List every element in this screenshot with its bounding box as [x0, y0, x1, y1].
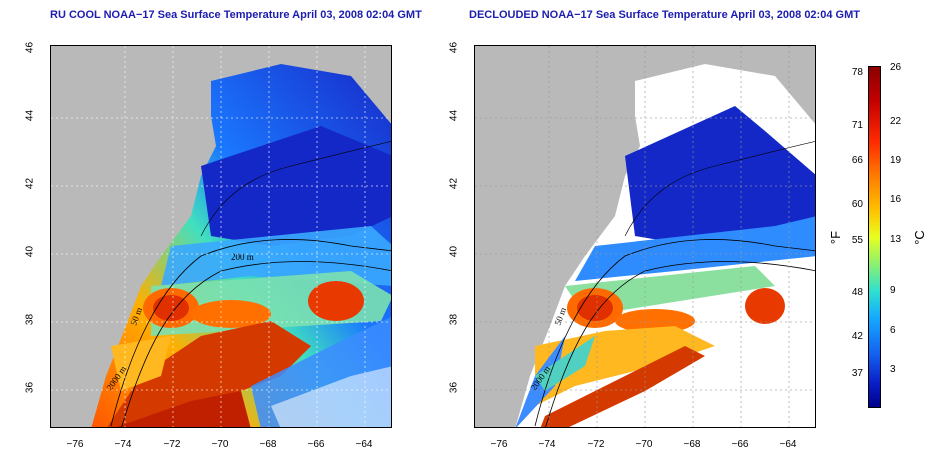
colorbar-f-tick: 60: [851, 199, 863, 210]
y-tick: 46: [24, 41, 36, 54]
colorbar-c-tick: 16: [890, 194, 902, 205]
right-sst-map: 2000 m 50 m: [474, 45, 816, 428]
x-tick: −72: [587, 439, 605, 450]
colorbar-c-tick: 9: [890, 285, 896, 296]
colorbar-c-tick: 6: [890, 325, 896, 336]
y-tick: 40: [448, 245, 460, 258]
colorbar-c-tick: 3: [890, 364, 896, 375]
colorbar-c-tick: 22: [890, 116, 902, 127]
y-tick: 38: [448, 313, 460, 326]
colorbar-f-tick: 55: [851, 235, 863, 246]
colorbar-f-tick: 78: [851, 67, 863, 78]
y-tick: 46: [448, 41, 460, 54]
x-tick: −68: [683, 439, 701, 450]
y-tick: 36: [448, 381, 460, 394]
colorbar-c-tick: 13: [890, 234, 902, 245]
colorbar-f-tick: 71: [851, 120, 863, 131]
x-tick: −76: [66, 439, 84, 450]
y-tick: 36: [24, 381, 36, 394]
contour-label-200: 200 m: [231, 252, 254, 262]
colorbar-c-tick: 19: [890, 155, 902, 166]
colorbar-f-unit: °F: [828, 230, 844, 245]
colorbar-c-unit: °C: [911, 230, 927, 245]
y-tick: 44: [448, 109, 460, 122]
colorbar-c-tick: 26: [890, 62, 902, 73]
x-tick: −64: [355, 439, 373, 450]
temperature-colorbar: [868, 66, 881, 408]
y-tick: 44: [24, 109, 36, 122]
x-tick: −72: [163, 439, 181, 450]
y-tick: 42: [448, 177, 460, 190]
colorbar-f-tick: 48: [851, 287, 863, 298]
x-tick: −70: [211, 439, 229, 450]
left-panel-title: RU COOL NOAA−17 Sea Surface Temperature …: [50, 9, 422, 21]
y-tick: 42: [24, 177, 36, 190]
x-tick: −66: [307, 439, 325, 450]
colorbar-f-tick: 37: [851, 368, 863, 379]
y-tick: 40: [24, 245, 36, 258]
x-tick: −64: [779, 439, 797, 450]
colorbar-f-tick: 66: [851, 155, 863, 166]
x-tick: −76: [490, 439, 508, 450]
x-tick: −70: [635, 439, 653, 450]
x-tick: −74: [538, 439, 556, 450]
x-tick: −66: [731, 439, 749, 450]
y-tick: 38: [24, 313, 36, 326]
colorbar-f-tick: 42: [851, 331, 863, 342]
right-panel-title: DECLOUDED NOAA−17 Sea Surface Temperatur…: [469, 9, 860, 21]
x-tick: −74: [114, 439, 132, 450]
left-sst-map: 200 m 2000 m 50 m: [50, 45, 392, 428]
x-tick: −68: [259, 439, 277, 450]
